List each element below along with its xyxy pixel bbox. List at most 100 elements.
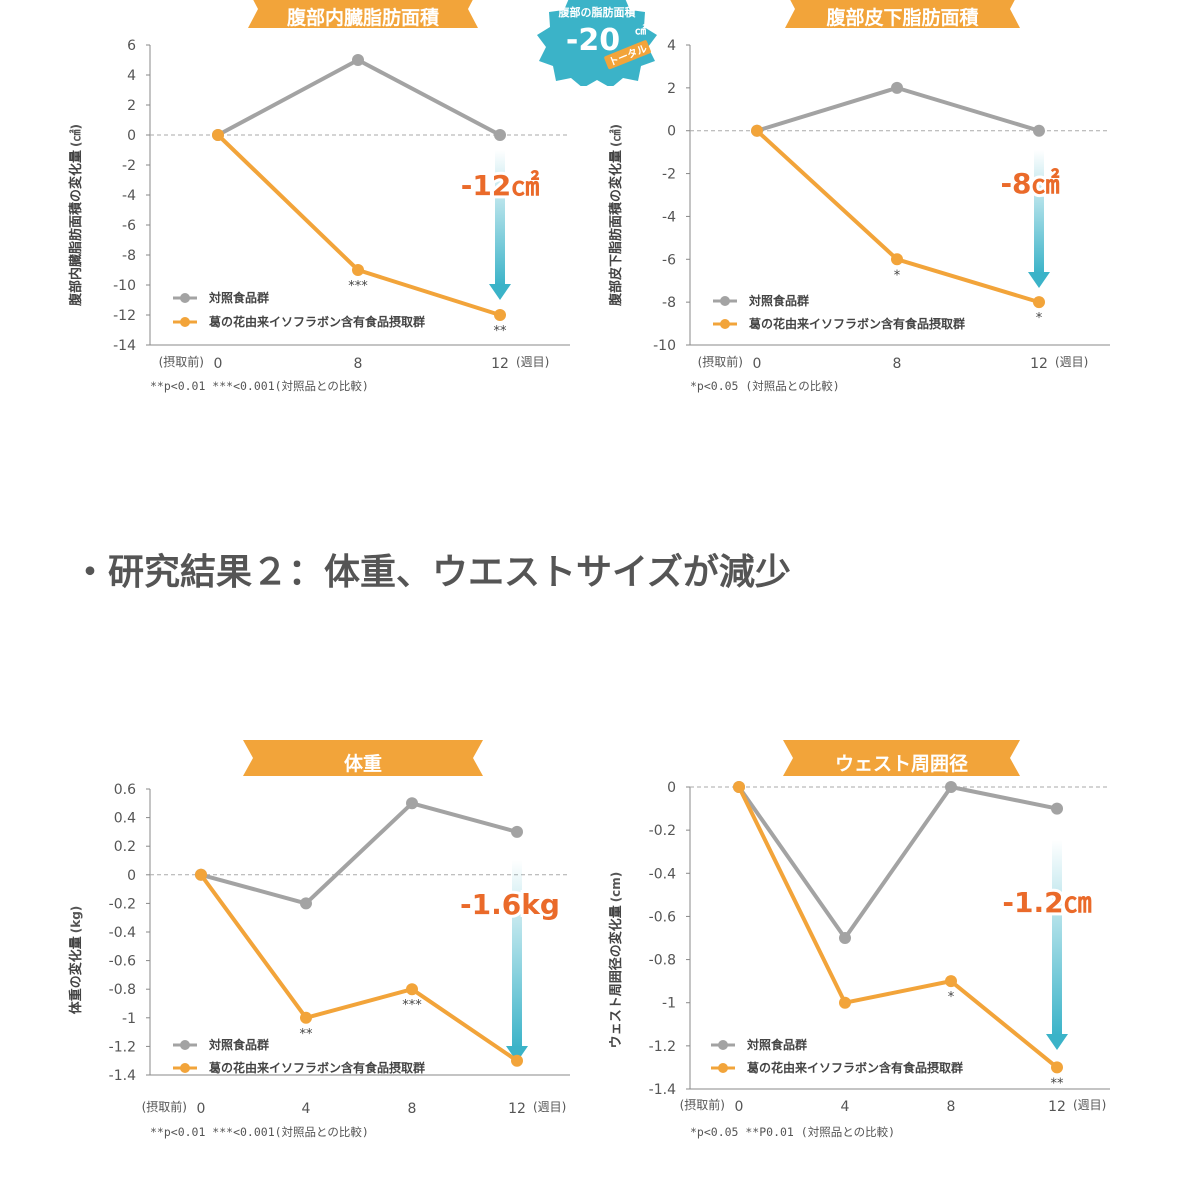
control-data-point — [945, 781, 957, 793]
legend-swatch-dot — [180, 1063, 190, 1073]
x-tick-label: 8 — [354, 356, 363, 372]
y-axis-unit: (kg) — [69, 906, 83, 934]
significance-marker: *** — [348, 279, 368, 294]
control-data-point — [1033, 124, 1045, 137]
control-data-point — [891, 81, 903, 94]
x-axis-prefix: (摂取前) — [680, 1097, 725, 1112]
y-tick-label: 0 — [127, 128, 136, 144]
treatment-data-point — [195, 868, 207, 881]
y-axis-label: 腹部内臓脂肪面積の変化量 (㎠) — [68, 124, 84, 306]
treatment-data-point — [945, 975, 957, 988]
y-tick-label: 4 — [667, 38, 676, 54]
y-tick-label: -10 — [113, 278, 136, 294]
decrease-arrow-head — [489, 284, 511, 300]
x-axis-prefix: (摂取前) — [698, 354, 743, 369]
legend-label: 葛の花由来イソフラボン含有食品摂取群 — [746, 1060, 963, 1075]
legend-label: 対照食品群 — [208, 1037, 269, 1052]
chart-title-banner — [785, 0, 1020, 28]
badge-tag-bg — [604, 40, 651, 70]
chart-title-banner — [783, 740, 1020, 776]
legend-label: 対照食品群 — [208, 290, 269, 305]
treatment-data-point — [751, 124, 763, 137]
section-heading: ・研究結果２：体重、ウエストサイズが減少 — [72, 552, 791, 593]
y-tick-label: -2 — [122, 158, 136, 174]
footnote: *p<0.05 (対照品との比較) — [690, 379, 840, 393]
decrease-arrow-stem — [1034, 150, 1044, 274]
decrease-arrow-head — [506, 1046, 528, 1062]
y-tick-label: -4 — [662, 209, 676, 225]
y-tick-label: -12 — [113, 308, 136, 324]
y-tick-label: -0.4 — [109, 925, 136, 941]
x-axis-prefix: (摂取前) — [142, 1099, 187, 1114]
y-tick-label: -8 — [122, 248, 136, 264]
y-tick-label: 0 — [127, 868, 136, 884]
y-tick-label: -6 — [662, 252, 676, 268]
chart-title: 体重 — [344, 752, 382, 775]
chart-waist-circumference: ウェスト周囲径 0 -0.2 -0.4 -0.6 -0.8 -1 -1.2 -1.4 ウェスト周囲… — [608, 740, 1110, 1139]
footnote: *p<0.05 **P0.01 (対照品との比較) — [690, 1125, 895, 1139]
footnote: **p<0.01 ***<0.001(対照品との比較) — [150, 1125, 369, 1139]
treatment-data-point — [511, 1054, 523, 1067]
legend-swatch-dot — [180, 317, 190, 327]
control-data-point — [300, 897, 312, 910]
x-tick-label: 0 — [753, 356, 762, 372]
legend-swatch-dot — [720, 296, 730, 306]
y-tick-label: -8 — [662, 295, 676, 311]
x-axis-suffix: (週目) — [533, 1100, 566, 1114]
control-data-point — [511, 825, 523, 838]
badge-shape — [537, 0, 657, 86]
decrease-arrow-head — [1028, 272, 1050, 288]
significance-marker: *** — [402, 998, 422, 1013]
y-tick-label: -0.4 — [649, 866, 676, 882]
x-tick-label: 12 — [508, 1101, 526, 1117]
badge-value: -20 — [566, 23, 620, 58]
y-tick-label: -0.2 — [649, 823, 676, 839]
y-tick-label: -1.2 — [109, 1039, 136, 1055]
treatment-data-point — [494, 309, 506, 321]
y-tick-label: 4 — [127, 68, 136, 84]
treatment-series-line — [737, 786, 1059, 1069]
significance-marker: * — [948, 990, 955, 1005]
legend-label: 葛の花由来イソフラボン含有食品摂取群 — [748, 316, 965, 331]
x-tick-label: 12 — [491, 356, 509, 372]
y-tick-label: 0.2 — [114, 839, 136, 855]
chart-subcutaneous-fat: 腹部皮下脂肪面積 4 2 0 -2 -4 -6 -8 -10 腹部皮下脂肪面積の変化量 (㎠) 0 8 1… — [608, 0, 1110, 393]
x-tick-label: 8 — [947, 1099, 956, 1115]
total-badge: 腹部の脂肪面積 -20 ㎠ トータル — [537, 0, 657, 86]
y-tick-label: -10 — [653, 338, 676, 354]
legend-swatch-dot — [718, 1063, 728, 1073]
control-data-point — [352, 54, 364, 66]
y-tick-label: 6 — [127, 38, 136, 54]
y-tick-label: 2 — [667, 81, 676, 97]
chart-title: 腹部内臓脂肪面積 — [286, 6, 439, 29]
y-tick-label: -1.2 — [649, 1039, 676, 1055]
y-tick-label: 2 — [127, 98, 136, 114]
y-tick-label: -0.6 — [649, 909, 676, 925]
treatment-data-point — [406, 983, 418, 996]
delta-label: -12㎠ — [461, 169, 540, 202]
significance-marker: ** — [1051, 1076, 1065, 1091]
badge-unit: ㎠ — [635, 23, 646, 37]
chart-title-banner — [248, 0, 478, 28]
significance-marker: ** — [494, 324, 508, 339]
y-tick-label: -1 — [122, 1011, 136, 1027]
y-tick-label: -2 — [662, 167, 676, 183]
x-tick-label: 8 — [893, 356, 902, 372]
chart-visceral-fat: 腹部内臓脂肪面積 6 4 2 0 -2 -4 -6 -8 -10 -12 -14 腹部内臓脂肪面積の変化… — [68, 0, 570, 393]
control-data-point — [494, 129, 506, 141]
y-tick-label: -0.2 — [109, 896, 136, 912]
chart-title: 腹部皮下脂肪面積 — [825, 6, 978, 29]
control-series-line — [756, 85, 1040, 133]
legend-label: 対照食品群 — [746, 1037, 807, 1052]
control-data-point — [839, 932, 851, 944]
x-tick-label: 12 — [1030, 356, 1048, 372]
y-axis-label-text: 腹部皮下脂肪面積の変化量 — [608, 150, 624, 306]
control-series-line — [737, 785, 1058, 940]
control-series-line — [200, 801, 518, 906]
y-axis-label-text: 体重の変化量 — [68, 936, 84, 1014]
legend-swatch-dot — [180, 1040, 190, 1050]
y-tick-label: -1 — [662, 996, 676, 1012]
control-data-point — [406, 797, 418, 810]
x-axis-prefix: (摂取前) — [159, 354, 204, 369]
chart-title: ウェスト周囲径 — [835, 753, 968, 775]
